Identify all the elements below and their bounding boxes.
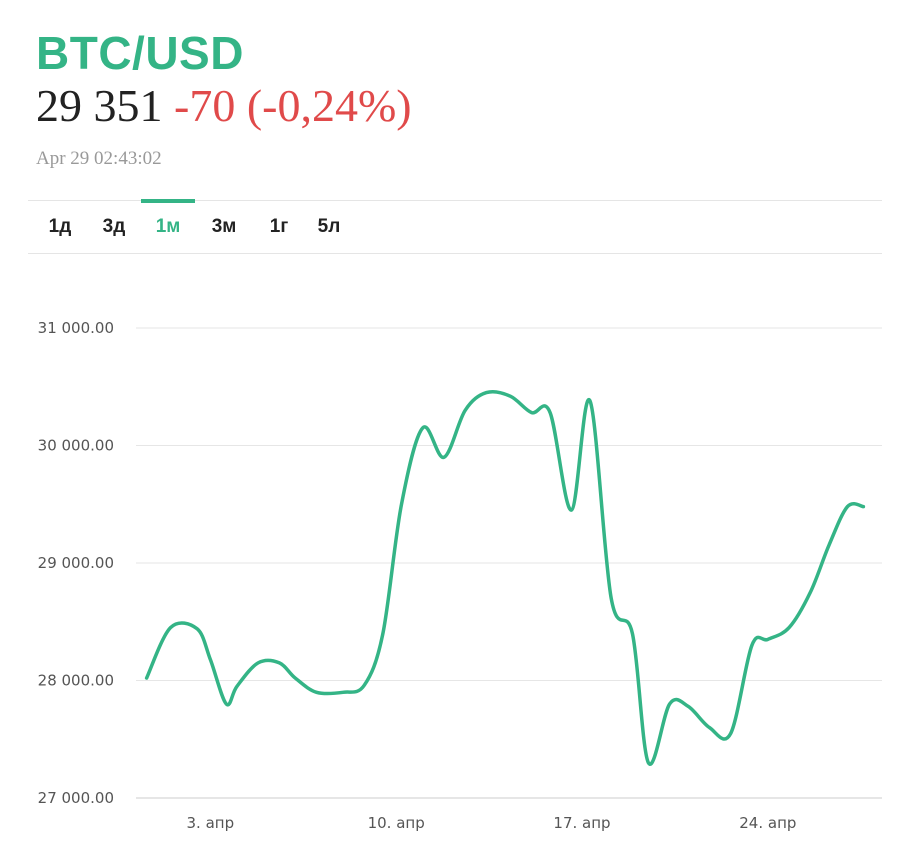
x-tick-label: 24. апр	[739, 814, 796, 832]
y-tick-label: 28 000.00	[38, 672, 114, 690]
tab-1m[interactable]: 1м	[141, 199, 195, 252]
chart-grid	[136, 327, 882, 799]
y-tick-label: 27 000.00	[38, 789, 114, 807]
price-line: 29 351 -70 (-0,24%)	[36, 78, 412, 134]
period-tabs: 1д 3д 1м 3м 1г 5л	[28, 199, 882, 254]
y-axis-ticks: 31 000.00 30 000.00 29 000.00 28 000.00 27 0…	[38, 319, 114, 807]
x-tick-label: 10. апр	[368, 814, 425, 832]
x-tick-label: 17. апр	[553, 814, 610, 832]
price-change: -70 (-0,24%)	[174, 80, 412, 131]
y-tick-label: 29 000.00	[38, 554, 114, 572]
tab-5y[interactable]: 5л	[317, 216, 341, 237]
tab-1d[interactable]: 1д	[48, 216, 72, 237]
quote-header: BTC/USD 29 351 -70 (-0,24%) Apr 29 02:43…	[36, 26, 412, 170]
x-axis-ticks: 3. апр 10. апр 17. апр 24. апр	[187, 814, 797, 832]
y-tick-label: 30 000.00	[38, 437, 114, 455]
tab-3d[interactable]: 3д	[102, 216, 126, 237]
symbol-title: BTC/USD	[36, 27, 244, 79]
tab-1y[interactable]: 1г	[269, 216, 289, 237]
current-price: 29 351	[36, 80, 163, 131]
y-tick-label: 31 000.00	[38, 319, 114, 337]
price-chart: 31 000.00 30 000.00 29 000.00 28 000.00 27 0…	[38, 319, 882, 832]
series-line	[144, 389, 866, 767]
tab-3m[interactable]: 3м	[211, 216, 237, 237]
x-tick-label: 3. апр	[187, 814, 235, 832]
quote-timestamp: Apr 29 02:43:02	[36, 148, 162, 169]
chart-series	[144, 389, 866, 767]
